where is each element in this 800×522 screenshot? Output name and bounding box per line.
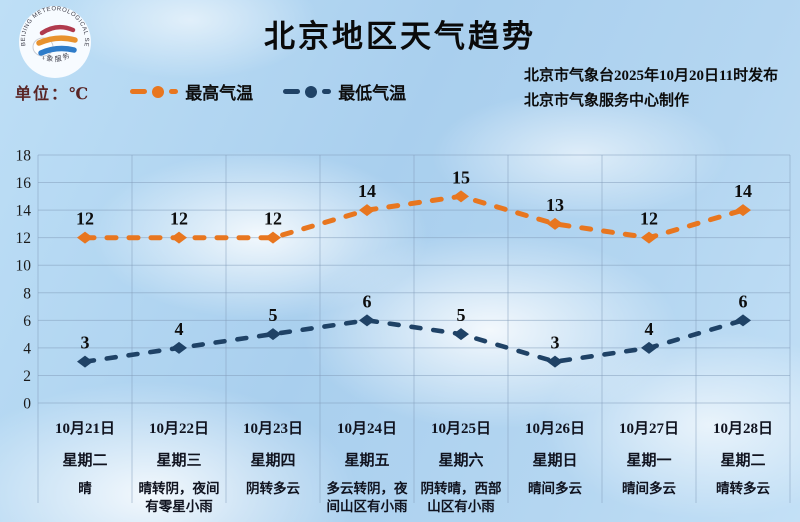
date-label: 10月27日	[618, 421, 679, 437]
data-point	[641, 341, 657, 354]
weekday-label: 星期二	[720, 453, 766, 469]
date-label: 10月21日	[54, 421, 115, 437]
data-point-label: 6	[363, 291, 372, 311]
publisher-info: 北京市气象台2025年10月20日11时发布 北京市气象服务中心制作	[524, 64, 778, 114]
data-point-label: 14	[358, 181, 376, 201]
data-point-label: 12	[640, 209, 658, 229]
weekday-label: 星期日	[532, 453, 578, 469]
weather-label: 晴转阴，夜间有零星小雨	[138, 481, 220, 514]
y-axis-tick-label: 0	[23, 396, 31, 413]
logo-circle	[19, 6, 91, 78]
weekday-label: 星期六	[438, 453, 484, 469]
logo-blue-swoosh	[38, 45, 77, 56]
weather-label: 阴转多云	[246, 481, 300, 496]
y-axis-tick-label: 6	[23, 313, 31, 330]
x-axis-category: 10月22日 星期三晴转阴，夜间有零星小雨	[132, 411, 226, 516]
date-label: 10月22日	[148, 421, 209, 437]
weather-label: 晴间多云	[622, 481, 676, 496]
weekday-label: 星期三	[156, 453, 202, 469]
data-point	[641, 231, 657, 244]
data-point	[265, 328, 281, 341]
y-axis-tick-label: 12	[16, 230, 32, 247]
x-axis-category: 10月24日 星期五多云转阴，夜间山区有小雨	[320, 411, 414, 516]
data-point-label: 13	[546, 195, 564, 215]
series-line-high	[82, 193, 746, 241]
y-axis-tick-label: 18	[16, 148, 32, 165]
data-point	[359, 204, 375, 217]
weather-label: 晴间多云	[528, 481, 582, 496]
producer-text: 北京市气象服务中心制作	[524, 93, 690, 109]
data-point-label: 4	[645, 319, 654, 339]
legend-line-swatch	[130, 85, 179, 98]
data-point-label: 15	[452, 167, 470, 187]
data-point-label: 3	[81, 333, 90, 353]
y-axis-tick-label: 14	[16, 203, 32, 220]
data-point-label: 12	[170, 209, 188, 229]
weather-label: 晴	[78, 481, 92, 496]
weekday-label: 星期五	[344, 453, 390, 469]
y-axis-tick-label: 10	[16, 258, 32, 275]
series-line-low	[82, 318, 746, 364]
data-point	[547, 355, 563, 368]
weather-label: 多云转阴，夜间山区有小雨	[326, 481, 408, 514]
x-axis-category: 10月27日 星期一晴间多云	[602, 411, 696, 516]
legend-items: 最高气温 最低气温	[130, 79, 436, 104]
publish-time-text: 北京市气象台2025年10月20日11时发布	[524, 68, 779, 84]
data-point-label: 6	[739, 291, 748, 311]
data-point	[735, 204, 751, 217]
data-point	[735, 314, 751, 327]
legend-label: 最低气温	[338, 84, 407, 103]
data-point	[359, 314, 375, 327]
weather-label: 阴转晴，西部山区有小雨	[420, 481, 502, 514]
x-axis-category: 10月28日 星期二晴转多云	[696, 411, 790, 516]
weather-service-logo: BEIJING METEOROLOGICAL SERVICE 气象服务	[17, 4, 91, 78]
date-label: 10月25日	[430, 421, 491, 437]
weekday-label: 星期四	[250, 453, 296, 469]
data-point-label: 4	[175, 319, 184, 339]
x-axis-category: 10月26日 星期日晴间多云	[508, 411, 602, 516]
y-axis-tick-label: 2	[23, 368, 31, 385]
date-label: 10月24日	[336, 421, 397, 437]
logo-orange-swoosh	[36, 35, 78, 46]
date-label: 10月28日	[712, 421, 773, 437]
x-axis-category: 10月25日 星期六阴转晴，西部山区有小雨	[414, 411, 508, 516]
y-axis-tick-label: 4	[23, 340, 31, 357]
data-point	[453, 328, 469, 341]
legend-item: 最高气温	[130, 79, 253, 104]
x-axis-category: 10月21日 星期二晴	[38, 411, 132, 516]
legend-line-swatch	[283, 85, 332, 98]
legend-item: 最低气温	[283, 79, 406, 104]
data-point	[77, 231, 93, 244]
data-point-label: 12	[264, 209, 282, 229]
data-point-label: 14	[734, 181, 752, 201]
data-point	[77, 355, 93, 368]
date-label: 10月23日	[242, 421, 303, 437]
data-point	[265, 231, 281, 244]
data-point	[453, 190, 469, 203]
data-point	[171, 231, 187, 244]
date-label: 10月26日	[524, 421, 585, 437]
x-axis-category: 10月23日 星期四阴转多云	[226, 411, 320, 516]
data-point	[171, 341, 187, 354]
data-point-label: 12	[76, 209, 94, 229]
weekday-label: 星期二	[62, 453, 108, 469]
y-axis-tick-label: 16	[16, 175, 32, 192]
data-point	[547, 217, 563, 230]
x-axis-labels: 10月21日 星期二晴 10月22日 星期三 晴转阴，夜间有零星小雨 10月23日 星期四阴…	[38, 411, 790, 516]
weekday-label: 星期一	[626, 453, 672, 469]
data-point-label: 5	[457, 305, 466, 325]
weather-label: 晴转多云	[716, 481, 770, 496]
unit-label: 单位：℃	[15, 85, 91, 103]
legend: 单位：℃ 最高气温 最低气温	[15, 79, 436, 104]
data-point-label: 3	[551, 333, 560, 353]
y-axis-tick-label: 8	[23, 285, 31, 302]
data-point-label: 5	[269, 305, 278, 325]
logo-red-swoosh	[39, 24, 76, 36]
legend-label: 最高气温	[185, 84, 254, 103]
page-title: 北京地区天气趋势	[264, 19, 536, 54]
